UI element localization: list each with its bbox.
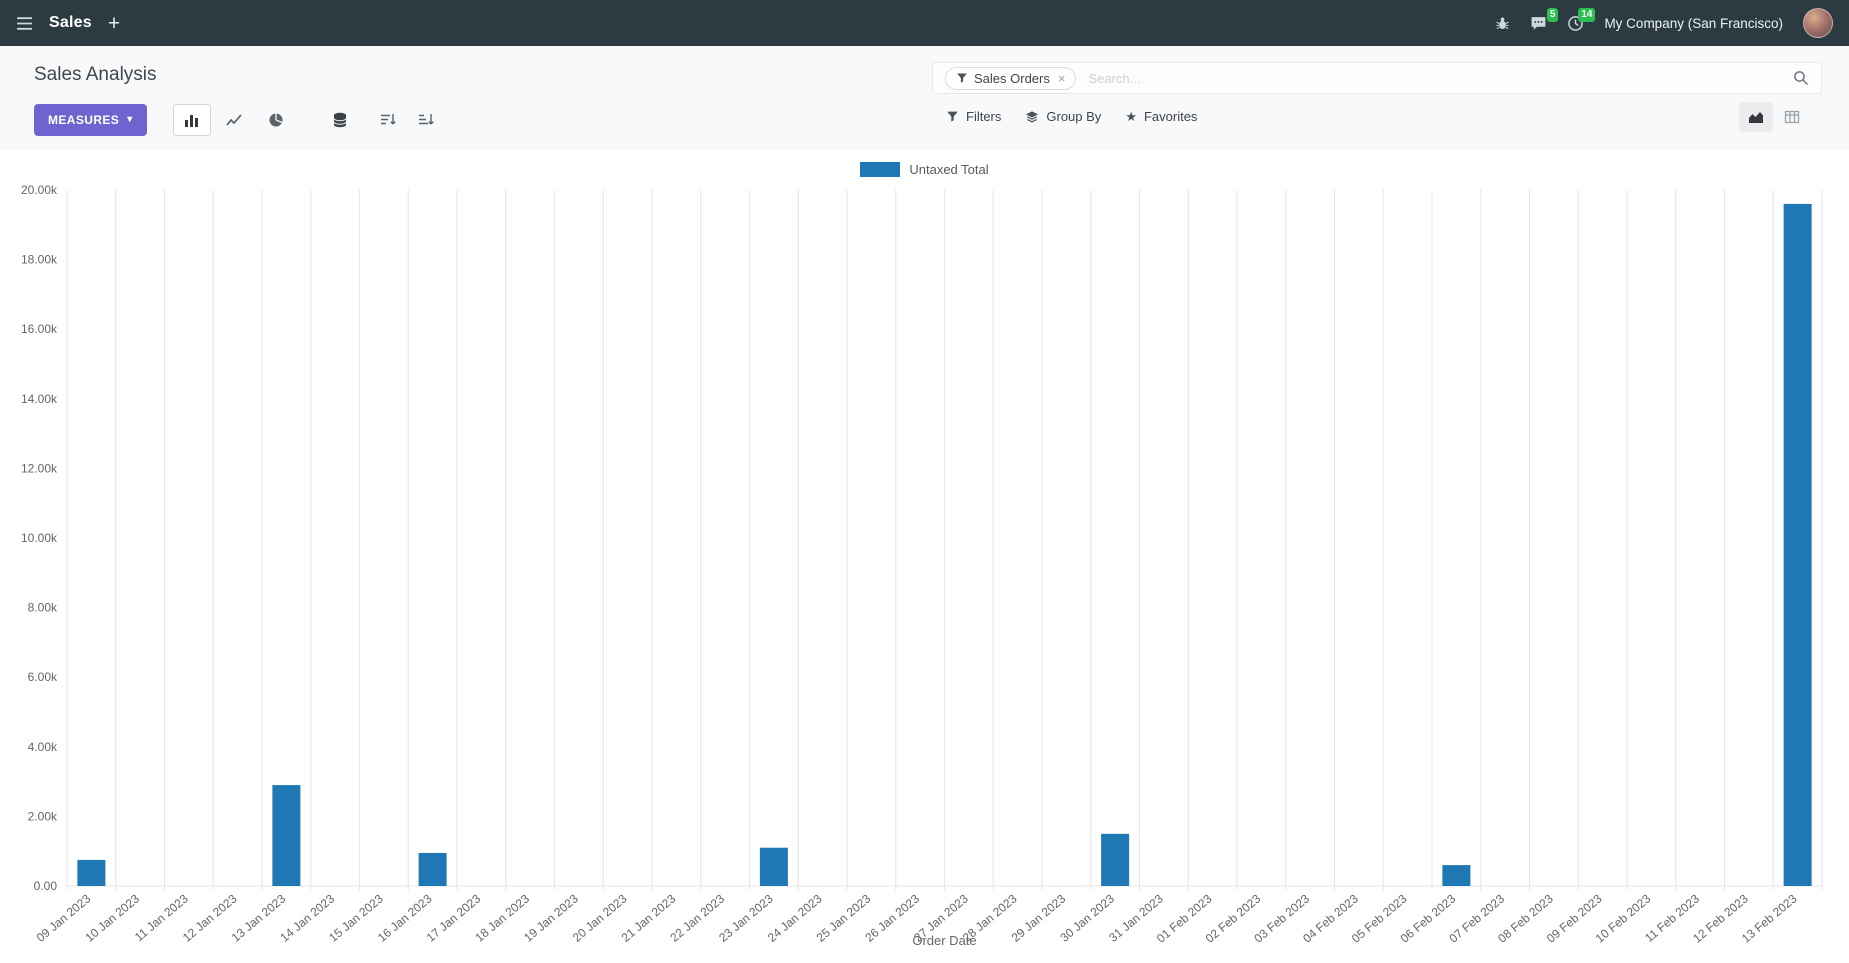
favorites-button[interactable]: ★ Favorites xyxy=(1115,102,1207,131)
bar[interactable] xyxy=(77,859,106,886)
pie-chart-icon xyxy=(269,113,283,127)
x-tick-label: 10 Jan 2023 xyxy=(82,891,142,944)
y-tick-label: 20.00k xyxy=(21,183,58,197)
favorites-label: Favorites xyxy=(1143,109,1198,124)
y-tick-label: 18.00k xyxy=(21,253,58,267)
messages-badge: 5 xyxy=(1546,7,1559,22)
search-input[interactable] xyxy=(1086,69,1793,87)
pie-chart-button[interactable] xyxy=(257,104,295,136)
y-tick-label: 16.00k xyxy=(21,322,58,336)
activities-badge: 14 xyxy=(1578,7,1596,22)
y-tick-label: 4.00k xyxy=(28,740,58,754)
messages-button[interactable]: 5 xyxy=(1530,7,1559,32)
page-title: Sales Analysis xyxy=(34,64,157,85)
stacked-toggle-button[interactable] xyxy=(321,104,359,136)
search-facet[interactable]: Sales Orders × xyxy=(945,66,1077,90)
measures-button[interactable]: MEASURES ▾ xyxy=(34,104,147,136)
toolbar-row: MEASURES ▾ xyxy=(34,98,1823,142)
star-icon: ★ xyxy=(1125,109,1137,124)
company-name[interactable]: My Company (San Francisco) xyxy=(1604,15,1783,31)
layers-icon xyxy=(1025,110,1039,124)
search-icon[interactable] xyxy=(1793,70,1809,86)
bar-chart-button[interactable] xyxy=(172,104,211,136)
sort-descending-button[interactable] xyxy=(369,104,407,136)
legend-label: Untaxed Total xyxy=(909,162,989,177)
bar[interactable] xyxy=(418,852,447,886)
bar[interactable] xyxy=(1101,833,1130,886)
view-switcher xyxy=(1739,102,1809,132)
y-tick-label: 0.00 xyxy=(34,879,58,893)
clock-icon[interactable] xyxy=(1567,15,1584,32)
caret-down-icon: ▾ xyxy=(127,114,133,125)
sort-descending-icon xyxy=(380,114,396,125)
pivot-view-button[interactable] xyxy=(1775,102,1809,132)
y-tick-label: 8.00k xyxy=(28,601,58,615)
chart-area: Untaxed Total 0.00 2.00k 4.00k 6.00k 8.00k 10… xyxy=(0,150,1849,958)
chart-type-group xyxy=(172,104,295,136)
app-name[interactable]: Sales xyxy=(49,14,92,31)
filter-icon xyxy=(956,72,968,84)
group-by-label: Group By xyxy=(1046,109,1102,124)
measures-label: MEASURES xyxy=(48,113,120,127)
chart-legend[interactable]: Untaxed Total xyxy=(0,162,1849,177)
y-tick-label: 14.00k xyxy=(21,392,58,406)
pivot-view-icon xyxy=(1784,110,1800,124)
sort-ascending-button[interactable] xyxy=(407,104,445,136)
line-chart-button[interactable] xyxy=(215,104,253,136)
bar[interactable] xyxy=(1442,865,1471,886)
bar[interactable] xyxy=(272,785,301,886)
sort-ascending-icon xyxy=(418,114,434,125)
chart-canvas: 0.00 2.00k 4.00k 6.00k 8.00k 10.00k 12.00k 14.0… xyxy=(21,183,1823,948)
stacked-icon xyxy=(333,112,347,128)
navbar-right: 5 14 My Company (San Francisco) xyxy=(1495,7,1833,38)
search-options: Filters Group By ★ Favorites xyxy=(936,102,1207,131)
graph-view-icon xyxy=(1749,112,1763,123)
menu-icon[interactable] xyxy=(16,15,33,32)
remove-facet-button[interactable]: × xyxy=(1057,70,1066,86)
filter-icon xyxy=(946,110,959,123)
chat-icon[interactable] xyxy=(1530,15,1547,32)
breadcrumb-row: Sales Analysis xyxy=(34,56,1823,94)
navbar-left: Sales + xyxy=(16,13,120,34)
top-navbar: Sales + 5 xyxy=(0,0,1849,46)
bar-chart-icon xyxy=(184,115,198,127)
filters-label: Filters xyxy=(966,109,1002,124)
bug-icon[interactable] xyxy=(1495,16,1510,31)
avatar[interactable] xyxy=(1803,8,1833,38)
group-by-button[interactable]: Group By xyxy=(1015,102,1111,131)
bar[interactable] xyxy=(759,847,788,886)
plus-icon[interactable]: + xyxy=(107,11,121,35)
search-bar[interactable]: Sales Orders × xyxy=(932,62,1822,94)
x-axis-title: Order Date xyxy=(912,933,976,948)
graph-view-button[interactable] xyxy=(1739,102,1773,132)
bar[interactable] xyxy=(1783,203,1812,887)
y-tick-label: 2.00k xyxy=(28,809,58,823)
y-tick-label: 10.00k xyxy=(21,531,58,545)
control-panel: Sales Analysis Sales Orders × MEASURES ▾ xyxy=(0,46,1849,150)
search-facet-label: Sales Orders xyxy=(974,70,1050,86)
y-tick-label: 12.00k xyxy=(21,461,58,475)
line-chart-icon xyxy=(225,114,242,126)
filters-button[interactable]: Filters xyxy=(936,102,1011,131)
legend-swatch xyxy=(860,162,901,177)
activities-button[interactable]: 14 xyxy=(1567,7,1596,32)
y-tick-label: 6.00k xyxy=(28,670,58,684)
